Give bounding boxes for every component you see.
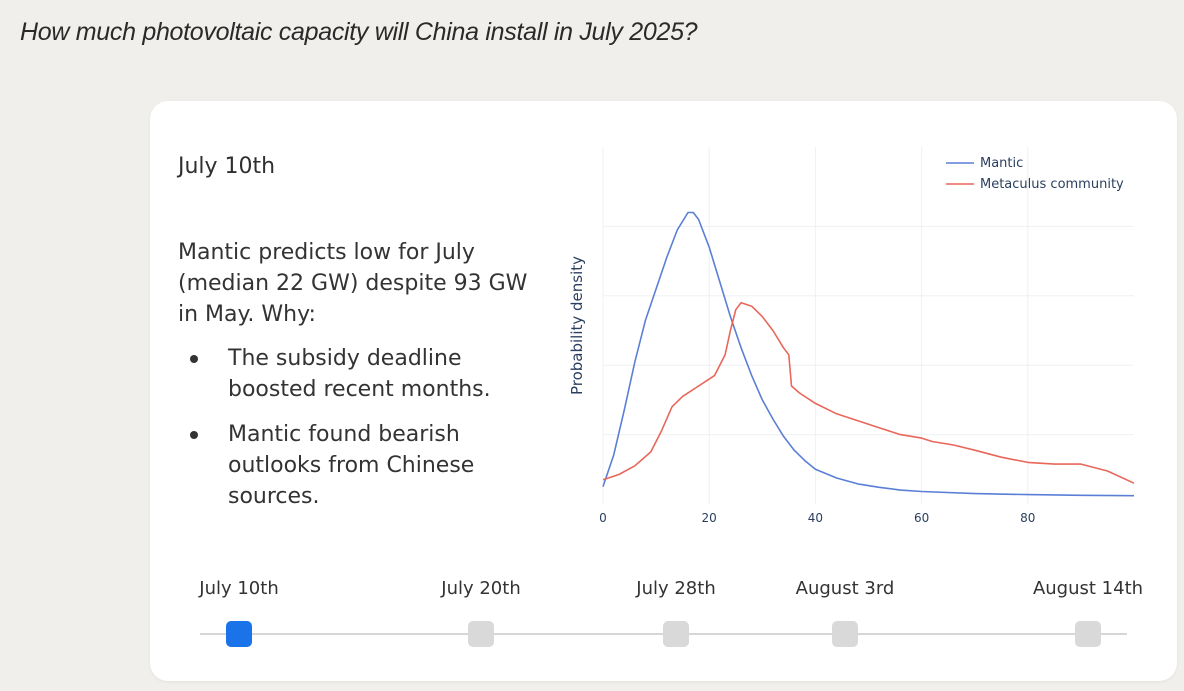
page-title: How much photovoltaic capacity will Chin… <box>20 18 698 46</box>
timeline-label: August 14th <box>1032 578 1144 599</box>
x-tick-label: 20 <box>702 511 717 525</box>
density-chart: 020406080Installations in GWProbability … <box>568 147 1135 525</box>
timeline-label: July 10th <box>199 578 279 599</box>
timeline-stop-button[interactable] <box>1075 621 1101 647</box>
series-line-metaculus-community <box>602 301 1135 484</box>
timeline-label: August 3rd <box>795 578 895 599</box>
date-timeline: July 10th July 20th July 28th August 3rd Aug… <box>150 561 1177 661</box>
timeline-label: July 20th <box>441 578 521 599</box>
timeline-stop-button[interactable] <box>468 621 494 647</box>
timeline-stop-button[interactable] <box>832 621 858 647</box>
timeline-label: July 28th <box>636 578 716 599</box>
timeline-stop-button[interactable] <box>663 621 689 647</box>
x-tick-label: 0 <box>599 511 607 525</box>
x-tick-label: 80 <box>1020 511 1035 525</box>
reason-text: Mantic found bearish outlooks from Chine… <box>228 422 475 509</box>
forecast-summary: Mantic predicts low for July (median 22 … <box>178 240 528 327</box>
y-axis-label: Probability density <box>568 256 586 395</box>
reason-list: The subsidy deadline boosted recent mont… <box>178 343 528 526</box>
legend-label: Mantic <box>980 156 1023 171</box>
bullet-dot-icon <box>190 355 198 363</box>
timeline-stop-button[interactable] <box>226 621 252 647</box>
series-line-mantic <box>602 211 1135 497</box>
x-tick-label: 40 <box>808 511 823 525</box>
legend-label: Metaculus community <box>980 177 1124 192</box>
reason-item: Mantic found bearish outlooks from Chine… <box>178 419 528 512</box>
x-tick-label: 60 <box>914 511 929 525</box>
selected-date-heading: July 10th <box>178 154 276 179</box>
reason-item: The subsidy deadline boosted recent mont… <box>178 343 528 405</box>
reason-text: The subsidy deadline boosted recent mont… <box>228 346 491 402</box>
forecast-card: July 10th Mantic predicts low for July (… <box>150 101 1177 681</box>
bullet-dot-icon <box>190 431 198 439</box>
